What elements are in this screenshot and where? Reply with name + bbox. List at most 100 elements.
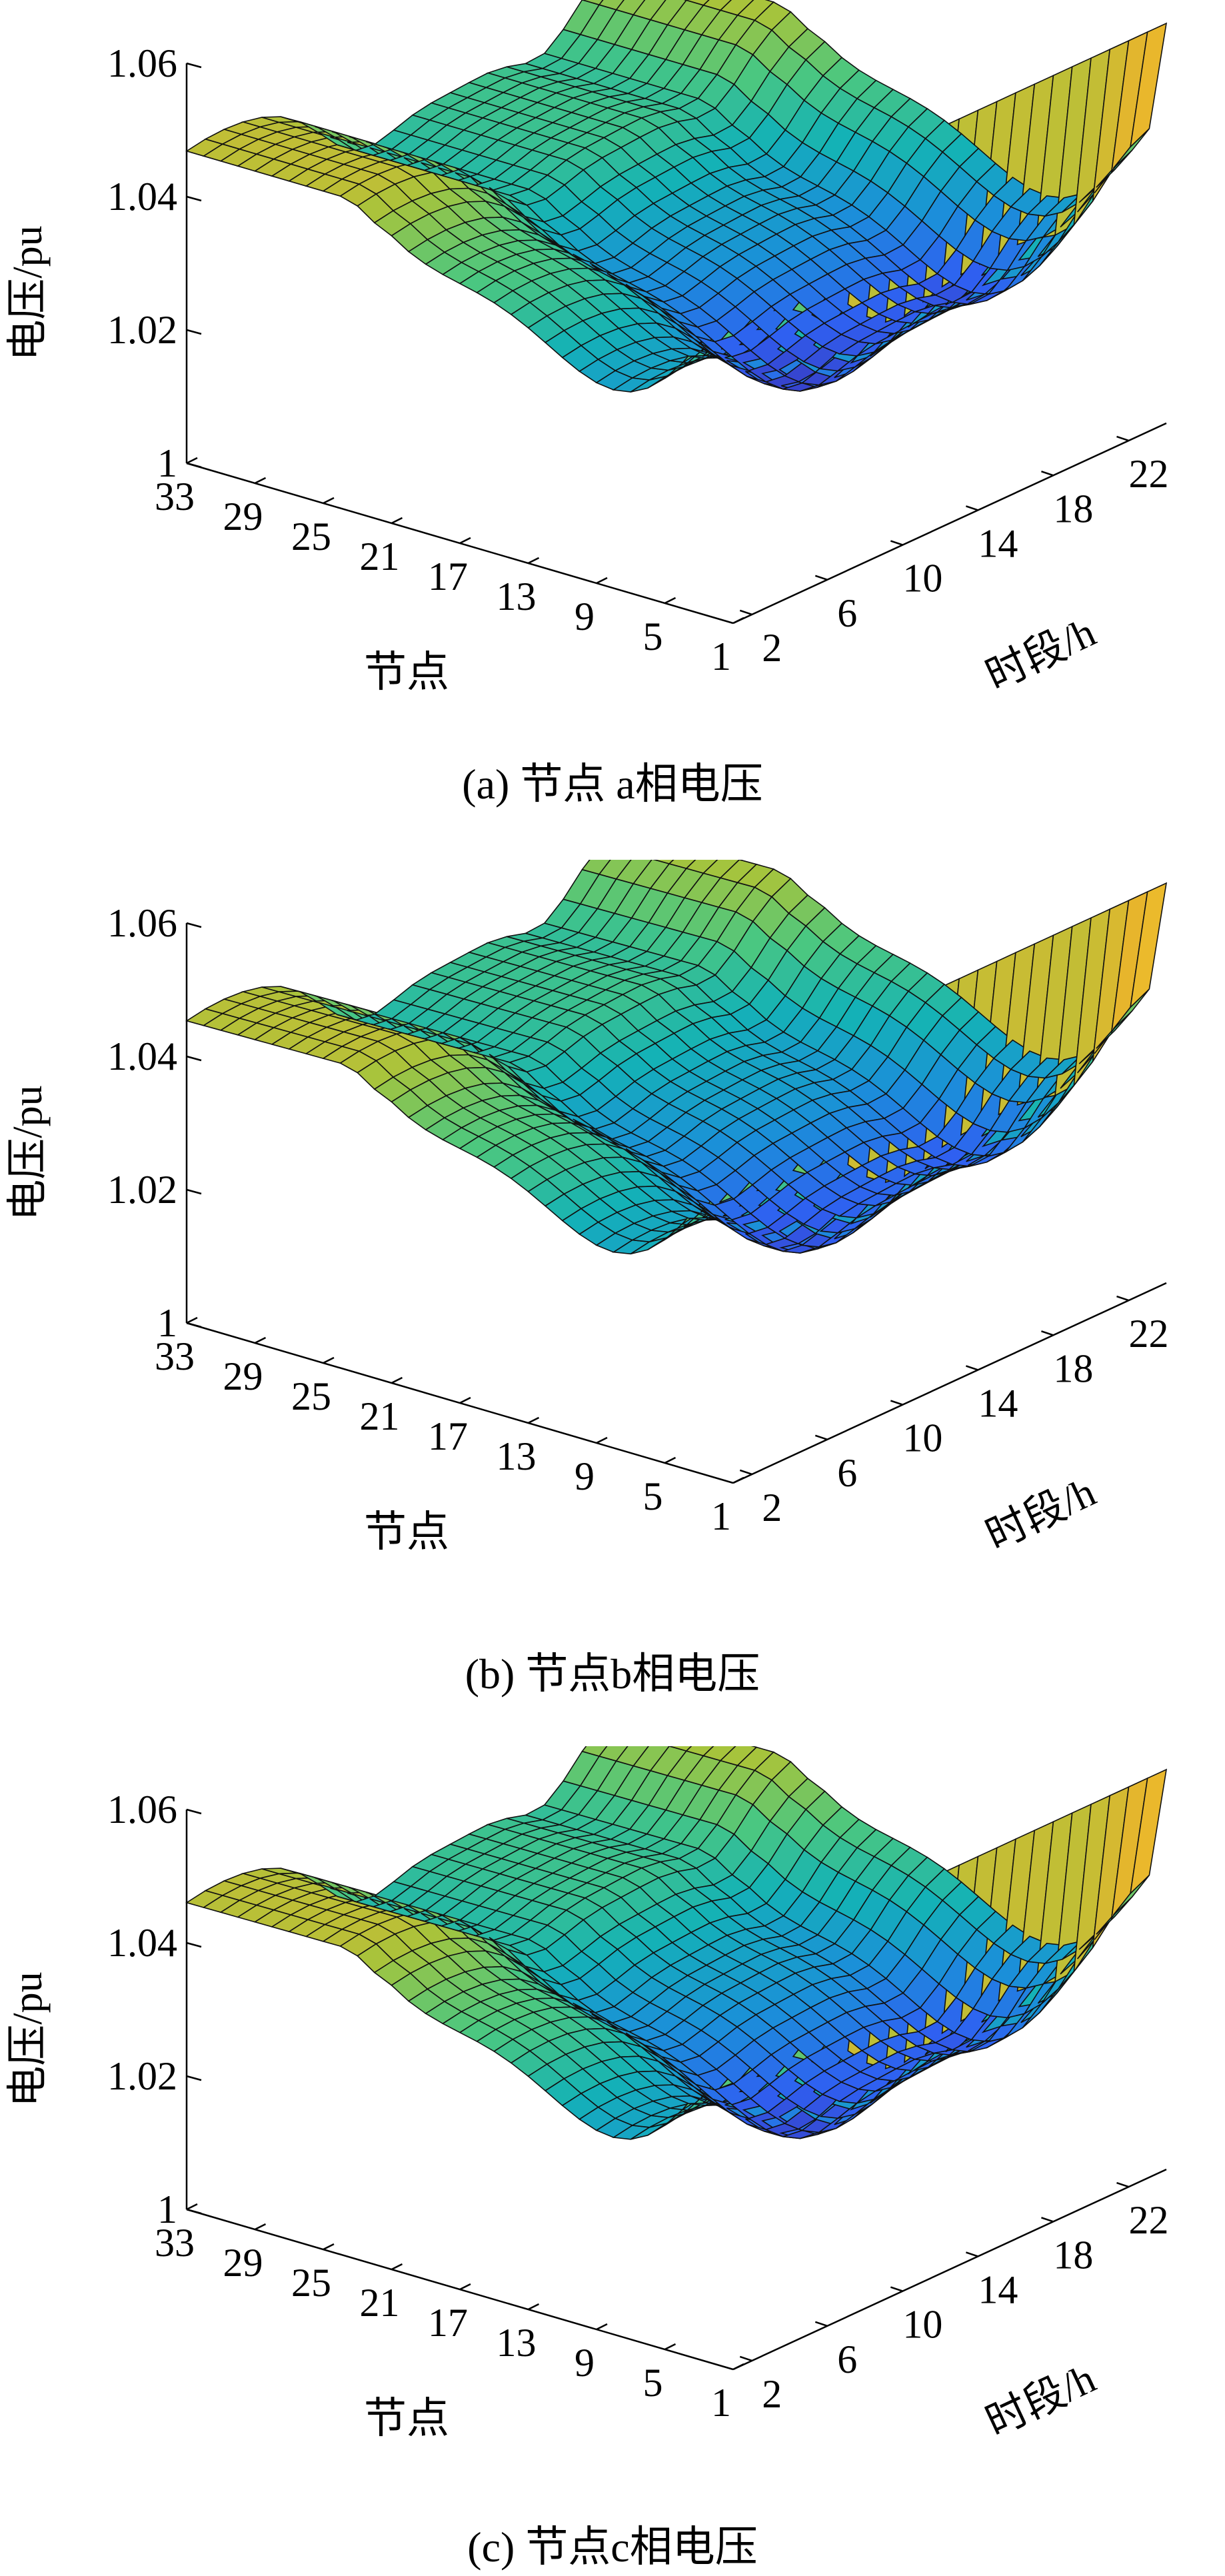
- node-tick: [459, 1396, 471, 1404]
- z-tick: [186, 1188, 202, 1195]
- time-tick-label: 10: [902, 557, 942, 601]
- node-tick-label: 29: [223, 1354, 263, 1398]
- z-axis-label: 电压/pu: [5, 225, 51, 361]
- chart-panel-b: 1 1.02 1.04 1.06 33 29 25 21 17 13 9 5 1 2 6 10 14 18 22 电…: [0, 860, 1225, 1713]
- node-tick: [664, 597, 676, 605]
- x-axis-label: 节点: [364, 648, 449, 696]
- caption-c: (c) 节点c相电压: [467, 2523, 758, 2571]
- time-tick-label: 10: [902, 1416, 942, 1460]
- chart-panel-a: 1 1.02 1.04 1.06 33 29 25 21 17 13 9 5 1 2 6 10 14 18 22 电…: [0, 0, 1225, 853]
- time-tick: [1041, 1330, 1054, 1336]
- z-tick-label: 1.04: [107, 1034, 177, 1078]
- time-tick: [814, 575, 828, 581]
- z-tick-label: 1: [157, 2187, 177, 2231]
- z-tick: [186, 1055, 202, 1062]
- time-tick-label: 10: [902, 2303, 942, 2347]
- z-tick-label: 1.06: [107, 1788, 177, 1832]
- time-tick: [1116, 1295, 1129, 1302]
- surface-cell: [581, 860, 611, 875]
- time-tick-label: 22: [1128, 452, 1168, 496]
- node-tick: [732, 1476, 744, 1484]
- z-tick-label: 1.02: [107, 308, 177, 352]
- node-tick: [186, 457, 198, 465]
- time-tick-label: 18: [1053, 1346, 1093, 1390]
- node-tick: [391, 517, 403, 525]
- time-tick-label: 6: [837, 1451, 857, 1495]
- node-tick-label: 5: [643, 2361, 663, 2405]
- time-tick: [1116, 2181, 1129, 2188]
- caption-b: (b) 节点b相电压: [465, 1650, 760, 1698]
- node-tick-label: 21: [360, 535, 400, 579]
- y-axis-label: 时段/h: [979, 610, 1102, 699]
- node-tick-label: 9: [575, 1454, 595, 1498]
- node-tick-label: 9: [575, 595, 595, 639]
- z-tick: [186, 1322, 202, 1328]
- z-tick: [186, 1941, 202, 1948]
- node-tick: [527, 2303, 540, 2311]
- time-axis-line: [732, 422, 1167, 625]
- time-tick: [965, 505, 978, 511]
- node-tick: [186, 2203, 198, 2211]
- time-tick: [890, 2286, 903, 2292]
- node-tick-label: 33: [155, 475, 195, 519]
- node-tick: [664, 1456, 676, 1464]
- time-tick: [890, 540, 903, 546]
- time-tick: [739, 2355, 752, 2362]
- node-tick-label: 21: [360, 1394, 400, 1438]
- z-tick: [186, 922, 202, 928]
- surface-cell: [668, 1746, 692, 1752]
- time-tick-label: 2: [762, 626, 782, 670]
- y-axis-label: 时段/h: [979, 1470, 1102, 1559]
- x-axis-label: 节点: [364, 1508, 449, 1556]
- z-tick-label: 1.06: [107, 901, 177, 945]
- z-tick: [186, 329, 202, 335]
- z-tick-label: 1.04: [107, 175, 177, 219]
- node-tick: [254, 2223, 267, 2231]
- surface-c: [185, 1746, 1168, 2140]
- time-tick: [1116, 435, 1129, 442]
- z-tick: [186, 2208, 202, 2215]
- z-tick-label: 1.06: [107, 41, 177, 85]
- node-tick: [391, 1376, 403, 1384]
- node-tick-label: 21: [360, 2281, 400, 2325]
- time-tick-label: 18: [1053, 487, 1093, 531]
- time-tick-label: 14: [978, 1381, 1018, 1425]
- time-tick-label: 14: [978, 521, 1018, 565]
- node-tick: [527, 1416, 540, 1424]
- time-tick-label: 22: [1128, 1312, 1168, 1356]
- node-tick-label: 13: [497, 575, 537, 619]
- time-tick-label: 6: [837, 591, 857, 635]
- node-tick: [254, 477, 267, 485]
- time-tick-label: 14: [978, 2267, 1018, 2311]
- surface-cell: [1129, 882, 1168, 1009]
- node-tick: [596, 577, 608, 585]
- z-tick-label: 1.04: [107, 1921, 177, 1965]
- node-tick-label: 33: [155, 2221, 195, 2265]
- time-tick-label: 18: [1053, 2233, 1093, 2277]
- node-tick: [527, 557, 540, 565]
- time-tick-label: 2: [762, 2372, 782, 2416]
- surface-cell: [1129, 1768, 1168, 1896]
- node-tick-label: 17: [428, 2301, 468, 2345]
- node-tick: [186, 1316, 198, 1324]
- time-tick: [965, 1365, 978, 1371]
- z-tick: [186, 195, 202, 202]
- time-tick-label: 22: [1128, 2198, 1168, 2242]
- surface-cell: [685, 0, 710, 6]
- node-tick-label: 25: [291, 1374, 331, 1418]
- node-tick: [596, 1436, 608, 1444]
- node-tick-label: 1: [711, 1494, 731, 1538]
- node-tick: [323, 1356, 335, 1364]
- node-tick-label: 29: [223, 2241, 263, 2285]
- surface-cell: [598, 1746, 628, 1762]
- caption-a: (a) 节点 a相电压: [462, 760, 763, 808]
- z-tick-label: 1: [157, 1301, 177, 1345]
- node-tick: [596, 2323, 608, 2331]
- surface-cell: [1129, 22, 1168, 149]
- node-tick: [254, 1336, 267, 1344]
- z-tick: [186, 2075, 202, 2081]
- time-tick-label: 2: [762, 1486, 782, 1530]
